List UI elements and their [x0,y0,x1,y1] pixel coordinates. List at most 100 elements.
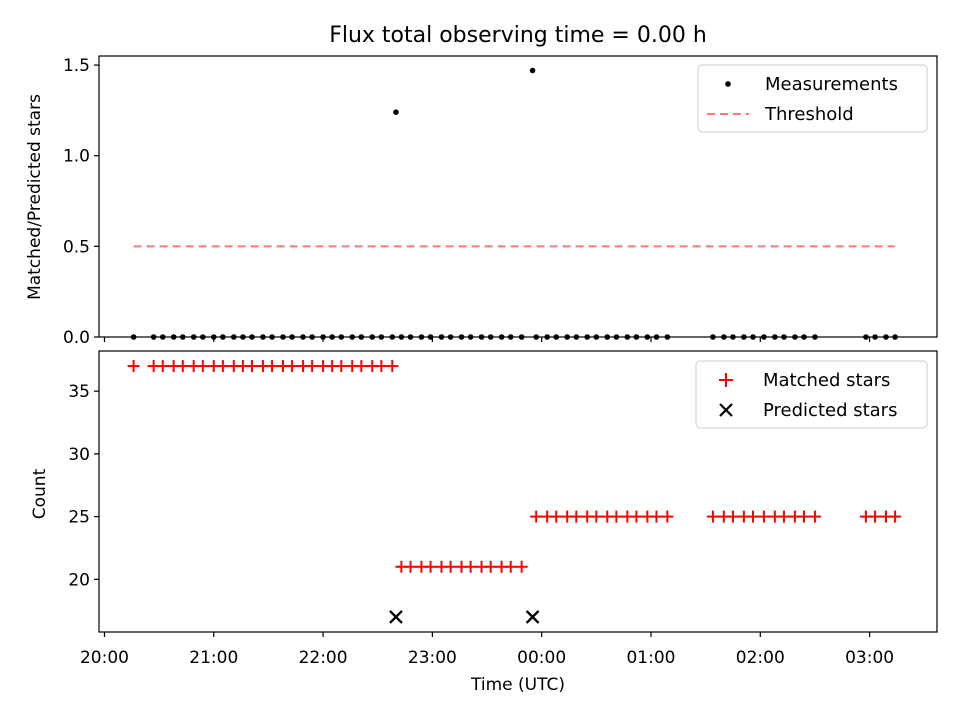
measurements-point [358,334,365,340]
measurements-point [289,334,295,340]
measurements-point [447,334,454,340]
x-tick-label: 02:00 [736,648,785,668]
measurements-point [812,334,818,340]
matched-stars-point [444,560,457,573]
measurements-point [761,334,767,340]
matched-stars-point [127,360,140,373]
measurements-point [553,334,560,340]
matched-stars-point [386,360,399,373]
measurements-point [721,334,727,340]
measurements-point [487,334,494,340]
chart-title: Flux total observing time = 0.00 h [329,23,707,48]
x-tick-label: 00:00 [517,648,566,668]
bottom-y-axis-label: Count [30,468,50,519]
measurements-point [604,334,611,340]
measurements-point [613,334,620,340]
x-tick-label: 22:00 [299,648,348,668]
measurements-point [529,67,536,74]
measurements-point [260,334,266,340]
measurements-point [573,334,580,340]
measurements-point [564,334,570,340]
matched-stars-point [216,360,229,373]
measurements-point [653,334,660,340]
measurements-point [393,109,399,115]
measurements-point [300,334,306,340]
matched-stars-point [661,510,674,523]
legend-threshold-label: Threshold [764,104,854,125]
top-plot-area [98,55,938,338]
top-y-tick-label: 1.0 [63,147,90,167]
measurements-point [220,334,226,340]
x-tick-label: 01:00 [626,648,675,668]
measurements-point [741,334,747,340]
measurements-point [883,334,889,340]
x-tick-label: 20:00 [80,648,129,668]
bottom-y-tick-label: 30 [68,445,90,465]
legend-matched-stars-label: Matched stars [763,370,890,391]
measurements-point [309,334,315,340]
measurements-point [458,334,465,340]
measurements-point [801,334,807,340]
measurements-point [467,334,474,340]
measurements-point [593,334,600,340]
top-y-tick-label: 1.5 [63,56,90,76]
matched-stars-point [504,560,517,573]
matched-stars-point [530,510,543,523]
top-legend: Measurements Threshold [697,64,928,133]
measurements-point [329,334,335,340]
bottom-legend: Matched stars Predicted stars [695,360,928,429]
matched-stars-point [610,510,623,523]
top-y-tick-label: 0.5 [63,237,90,257]
matched-stars-point [464,560,477,573]
measurements-point [664,334,671,340]
measurements-point [533,334,540,340]
measurements-point [633,334,640,340]
matched-stars-point [550,510,563,523]
bottom-y-tick-label: 35 [68,382,90,402]
top-y-tick-label: 0.0 [63,328,90,348]
measurements-point [478,334,485,340]
legend-matched-stars-icon [719,373,733,387]
measurements-point [407,334,414,340]
top-y-axis-label: Matched/Predicted stars [25,94,45,300]
measurements-point [190,334,197,340]
predicted-stars-point [389,610,403,624]
measurements-point [544,334,550,340]
matched-stars-point [570,510,583,523]
measurements-point [863,334,869,340]
matched-stars-point [375,360,388,373]
matched-stars-point [808,510,821,523]
legend-measurements-label: Measurements [765,74,898,95]
matched-stars-point [484,560,497,573]
measurements-point [369,334,376,340]
measurements-point [438,334,445,340]
measurements-point [781,334,787,340]
predicted-stars-point [525,610,540,624]
x-tick-label: 03:00 [845,648,894,668]
x-axis-label: Time (UTC) [470,675,565,695]
measurements-point [389,334,396,340]
matched-stars-point [424,560,437,573]
measurements-point [772,334,778,340]
measurements-point [159,334,166,340]
matched-stars-point [404,560,417,573]
measurements-point [872,334,878,340]
bottom-y-tick-label: 20 [68,570,90,590]
top-legend-box [697,64,928,133]
measurements-point [280,334,286,340]
measurements-point [730,334,736,340]
measurements-point [710,334,716,340]
measurements-point [269,334,275,340]
measurements-point [130,334,137,340]
measurements-point [200,334,206,340]
matched-stars-point [726,510,739,523]
measurements-point [584,334,591,340]
measurements-point [378,334,385,340]
matched-stars-point [515,560,528,573]
matched-stars-point [590,510,603,523]
bottom-legend-box [695,360,928,429]
x-tick-label: 21:00 [189,648,238,668]
matched-stars-point [777,510,790,523]
matched-stars-point [286,360,299,373]
matched-stars-point [266,360,279,373]
